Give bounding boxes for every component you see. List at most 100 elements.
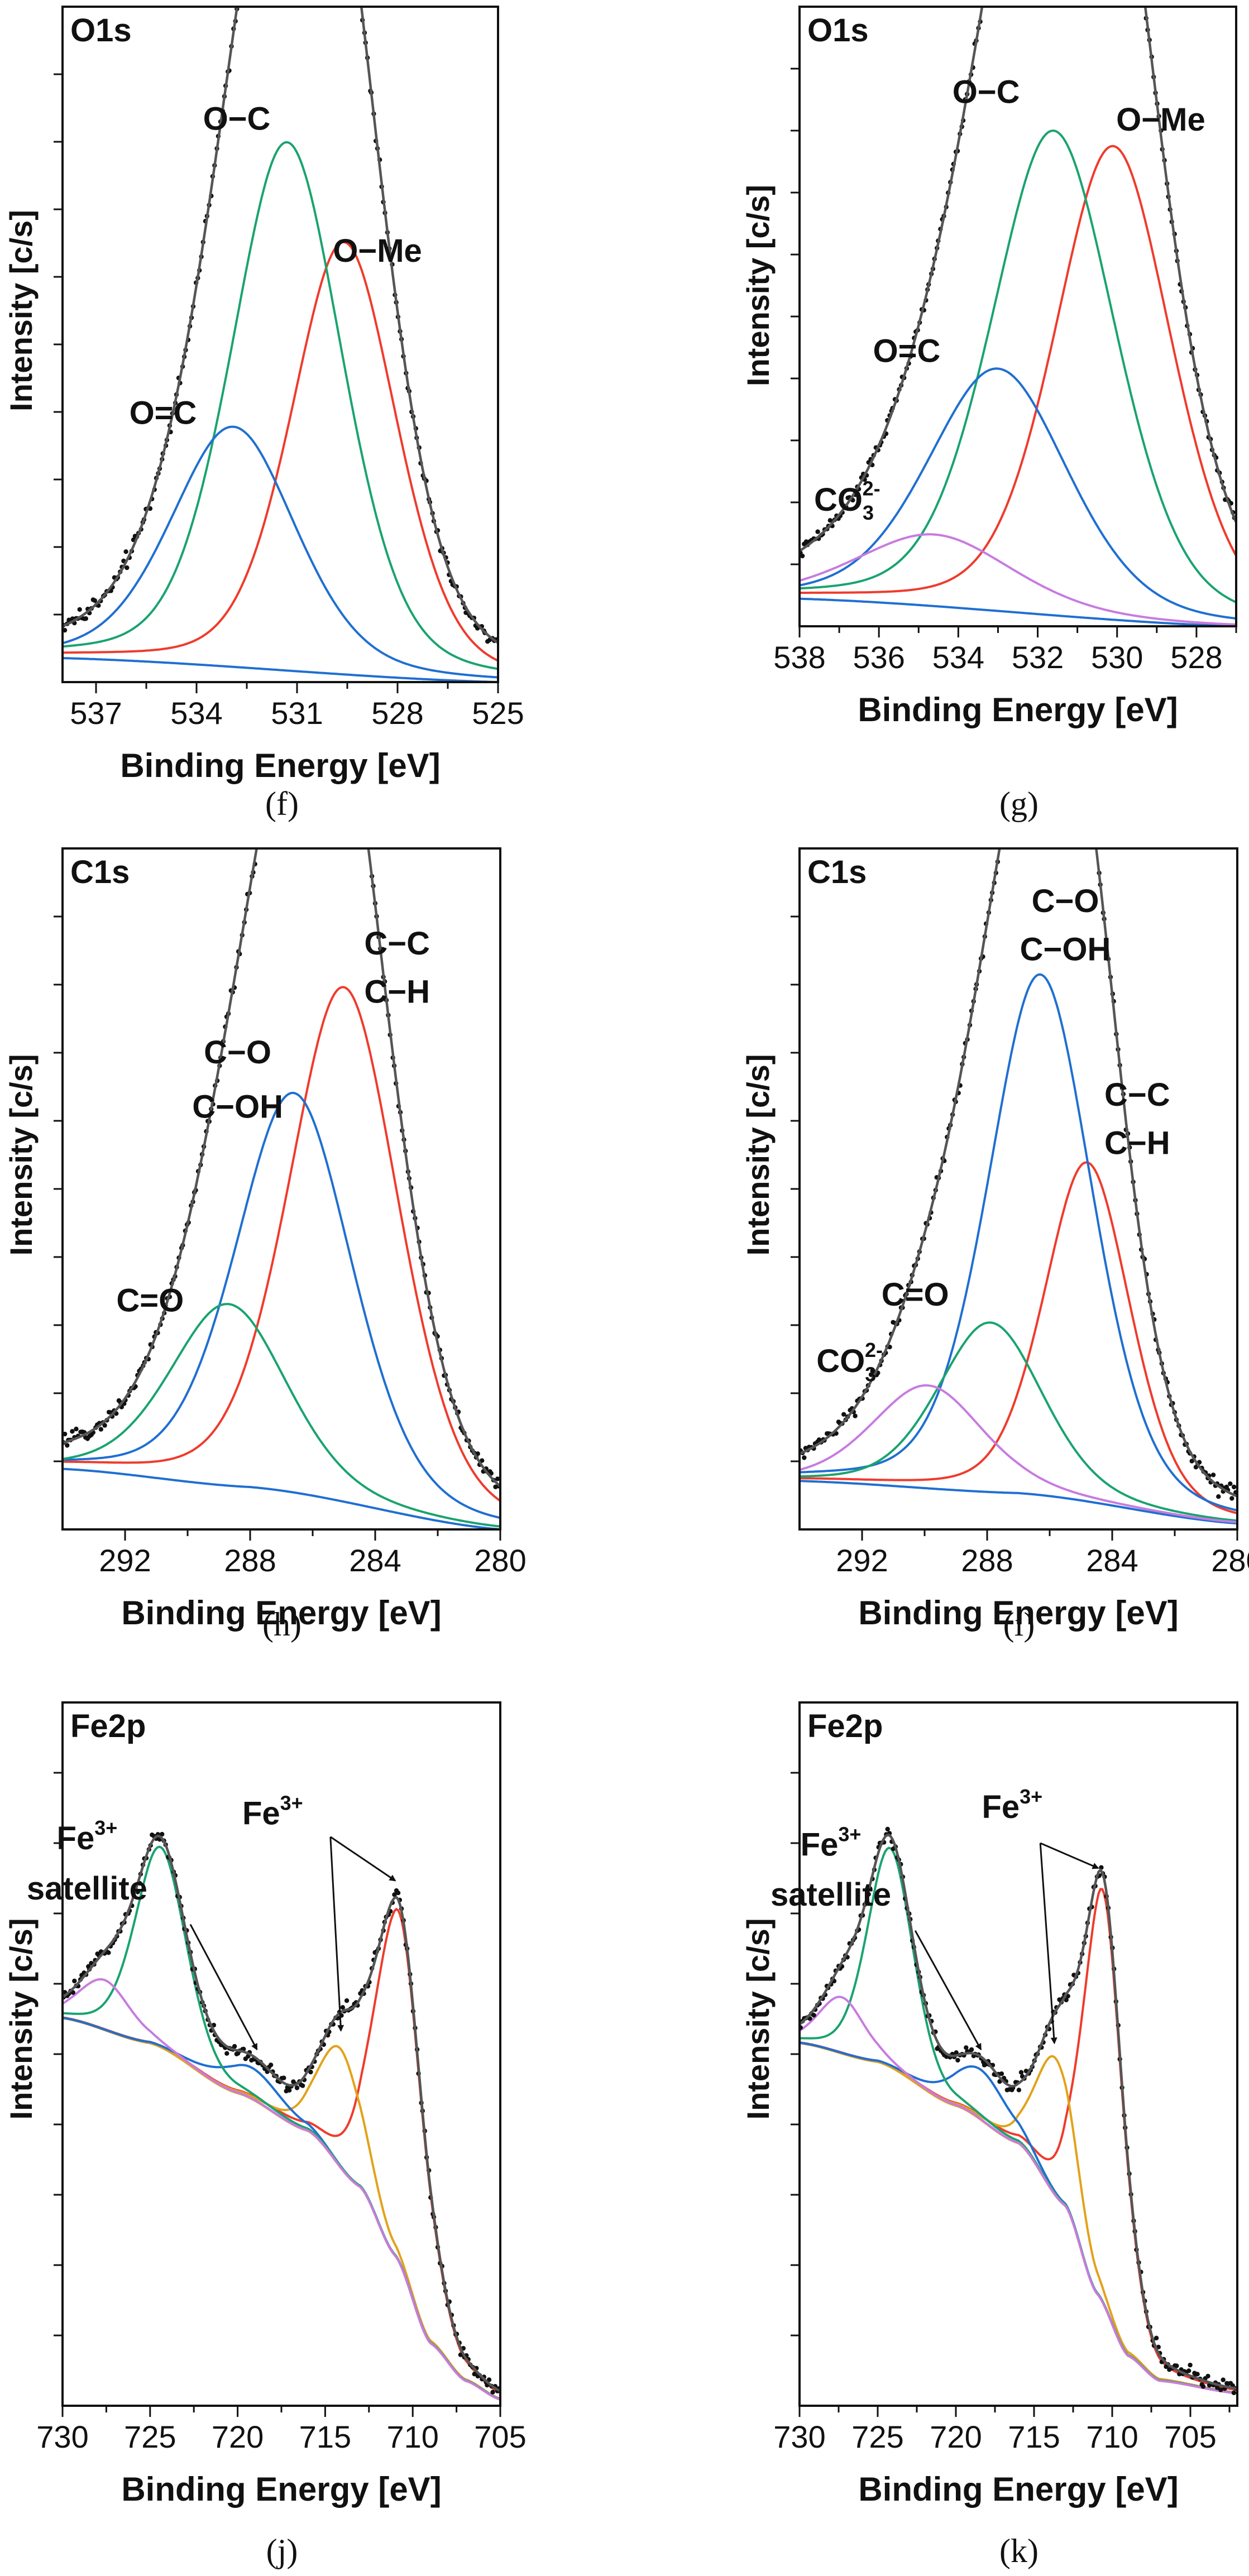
data-point-i-148 — [1079, 736, 1084, 741]
data-point-k-228 — [1232, 2391, 1236, 2395]
plot-frame-i — [800, 848, 1237, 1529]
xps-figure: 537 534 531 528 525Binding Energy [eV]Intens… — [0, 0, 1249, 2576]
peak-label-f-1: O−Me — [333, 233, 422, 269]
data-point-h-20 — [99, 1427, 103, 1431]
panel-caption-i: (i) — [1003, 1606, 1035, 1643]
panel-caption-h: (h) — [262, 1606, 302, 1643]
chart-title-i: C1s — [807, 854, 867, 890]
peak-label-g-1: O−Me — [1116, 102, 1205, 138]
panel-caption-j: (j) — [266, 2532, 298, 2569]
x-tick-label-j-4: 710 — [386, 2419, 438, 2454]
x-tick-label-k-1: 725 — [851, 2419, 903, 2454]
data-point-i-153 — [1089, 805, 1094, 809]
x-tick-label-k-5: 705 — [1164, 2419, 1216, 2454]
data-point-i-115 — [1016, 742, 1021, 746]
peak-label-i-0: C−O — [1032, 883, 1099, 919]
data-point-j-123 — [295, 2085, 299, 2090]
chart-title-k: Fe2p — [807, 1708, 883, 1744]
data-point-h-157 — [360, 793, 364, 798]
x-tick-label-h-3: 280 — [474, 1543, 526, 1578]
data-point-f-34 — [125, 565, 129, 570]
data-point-h-118 — [285, 684, 290, 689]
data-point-h-150 — [347, 714, 351, 718]
x-tick-label-g-1: 536 — [853, 640, 905, 675]
data-point-i-228 — [1232, 1485, 1236, 1489]
data-point-j-86 — [224, 2051, 229, 2056]
x-tick-label-k-2: 720 — [930, 2419, 982, 2454]
data-point-j-149 — [344, 1998, 349, 2003]
data-point-h-152 — [351, 734, 355, 738]
data-point-j-176 — [396, 1891, 400, 1895]
peak-label-g-0: O−C — [953, 74, 1020, 111]
data-point-h-112 — [274, 738, 278, 743]
y-axis-label-i: Intensity [c/s] — [740, 1054, 776, 1256]
data-point-j-226 — [490, 2390, 495, 2394]
x-tick-label-f-1: 534 — [170, 695, 222, 731]
x-tick-label-j-1: 725 — [124, 2419, 176, 2454]
peak-label-h-1: C−H — [364, 974, 430, 1010]
peak-label-h-4: C=O — [116, 1283, 184, 1319]
data-point-f-12 — [84, 616, 88, 621]
data-point-k-214 — [1205, 2374, 1210, 2378]
data-point-g-1 — [800, 554, 805, 558]
data-point-i-111 — [1009, 774, 1014, 778]
data-point-i-2 — [802, 1455, 806, 1460]
data-point-h-102 — [256, 842, 260, 846]
x-tick-label-k-0: 730 — [773, 2419, 825, 2454]
data-point-i-124 — [1033, 676, 1038, 680]
chart-title-f: O1s — [70, 12, 132, 49]
data-point-k-204 — [1186, 2368, 1191, 2373]
peak-label-i-2: C−C — [1104, 1077, 1170, 1113]
data-point-i-142 — [1068, 685, 1073, 690]
data-point-i-226 — [1228, 1481, 1232, 1486]
peak-label-i-1: C−OH — [1020, 932, 1111, 968]
data-point-i-106 — [999, 832, 1004, 836]
data-point-k-90 — [969, 2047, 974, 2052]
panel-caption-k: (k) — [999, 2532, 1039, 2569]
x-tick-label-g-2: 534 — [932, 640, 984, 675]
data-point-k-222 — [1221, 2377, 1226, 2382]
x-tick-label-f-3: 528 — [371, 695, 423, 731]
data-point-k-115 — [1017, 2088, 1021, 2092]
peak-label-f-2: O=C — [130, 395, 197, 431]
x-tick-label-h-0: 292 — [99, 1543, 151, 1578]
x-tick-label-g-0: 538 — [773, 640, 825, 675]
data-point-j-116 — [281, 2076, 286, 2080]
plot-frame-f — [63, 7, 498, 682]
data-point-h-158 — [362, 810, 366, 814]
x-tick-label-j-0: 730 — [36, 2419, 88, 2454]
data-point-h-160 — [365, 841, 370, 846]
data-point-h-105 — [260, 807, 265, 812]
data-point-i-107 — [1001, 828, 1006, 833]
panel-caption-g: (g) — [999, 785, 1039, 822]
x-tick-label-i-3: 280 — [1211, 1543, 1249, 1578]
x-tick-label-g-3: 532 — [1012, 640, 1064, 675]
data-point-i-149 — [1081, 752, 1085, 757]
peak-label-h-2: C−O — [204, 1034, 271, 1071]
data-point-i-23 — [841, 1412, 846, 1417]
x-tick-label-k-4: 710 — [1086, 2419, 1138, 2454]
data-point-i-155 — [1093, 838, 1097, 842]
peak-label-i-3: C−H — [1104, 1125, 1170, 1162]
data-point-f-93 — [237, 0, 241, 2]
data-point-i-227 — [1229, 1496, 1234, 1500]
data-point-k-116 — [1019, 2070, 1023, 2075]
panel-caption-f: (f) — [265, 785, 299, 822]
x-tick-label-j-2: 720 — [212, 2419, 264, 2454]
data-point-h-117 — [284, 688, 288, 692]
chart-panel-j: 730 725 720 715 710 705 Binding Energy [eV] Int… — [3, 1702, 527, 2508]
data-point-f-9 — [78, 607, 82, 612]
x-tick-label-f-2: 531 — [271, 695, 323, 731]
data-point-i-141 — [1066, 685, 1071, 689]
x-tick-label-i-2: 284 — [1086, 1543, 1138, 1578]
data-point-j-119 — [287, 2088, 291, 2093]
data-point-h-104 — [259, 826, 263, 830]
y-axis-label-f: Intensity [c/s] — [3, 210, 39, 411]
data-point-h-2 — [65, 1443, 69, 1447]
data-point-j-90 — [232, 2044, 237, 2049]
peak-label-h-0: C−C — [364, 925, 430, 962]
x-axis-label-j: Binding Energy [eV] — [121, 2471, 441, 2508]
data-point-f-33 — [123, 549, 128, 554]
x-tick-label-i-1: 288 — [961, 1543, 1013, 1578]
data-point-k-209 — [1195, 2372, 1199, 2376]
